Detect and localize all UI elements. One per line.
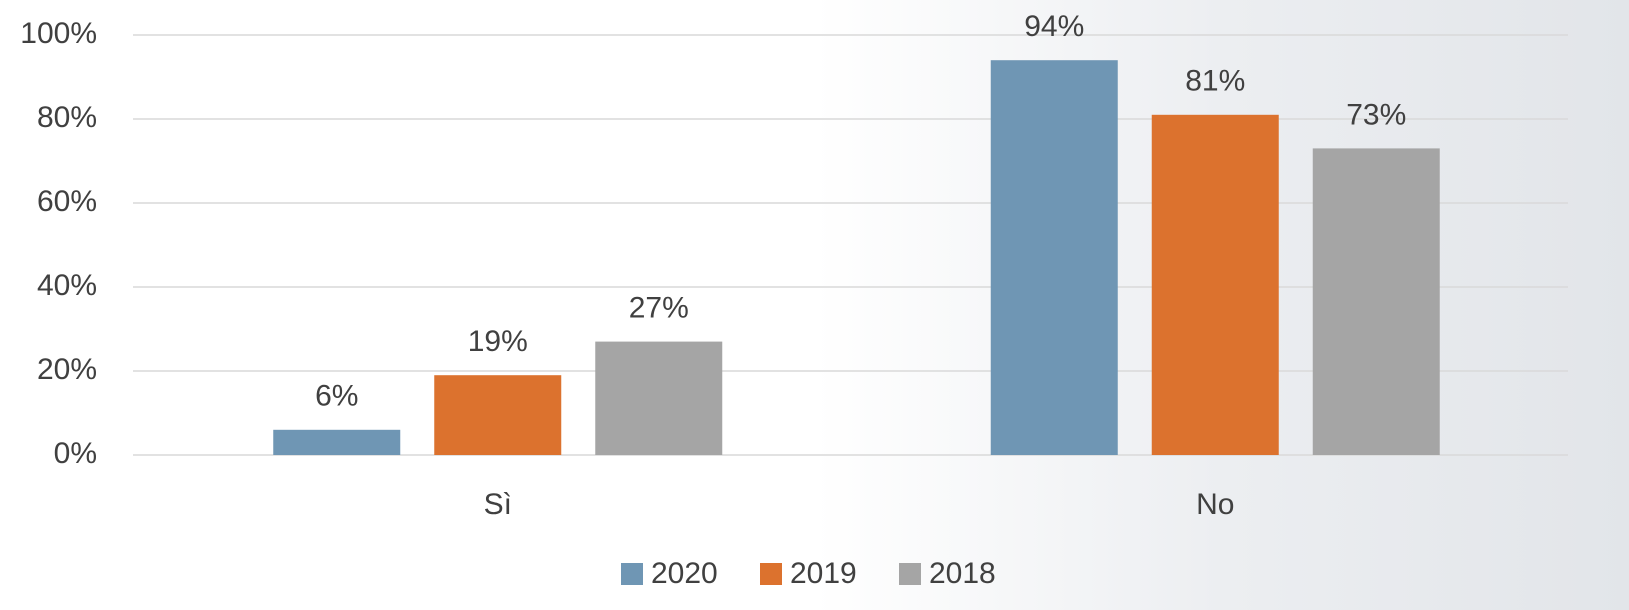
legend-label: 2018 — [929, 557, 996, 590]
legend-swatch — [760, 563, 782, 585]
y-tick-label: 0% — [54, 437, 97, 470]
y-tick-label: 80% — [37, 101, 97, 134]
data-label: 27% — [629, 292, 689, 325]
legend-label: 2019 — [790, 557, 857, 590]
data-label: 73% — [1346, 98, 1406, 131]
bar — [434, 375, 562, 455]
bar — [990, 60, 1118, 455]
legend-swatch — [621, 563, 643, 585]
data-label: 94% — [1024, 10, 1084, 43]
y-tick-label: 100% — [20, 17, 97, 50]
legend-swatch — [899, 563, 921, 585]
data-label: 19% — [468, 325, 528, 358]
bar — [273, 429, 401, 455]
legend-label: 2020 — [651, 557, 718, 590]
x-tick-label: Sì — [484, 488, 512, 521]
bar — [595, 341, 723, 455]
bar — [1312, 148, 1440, 455]
y-tick-label: 40% — [37, 269, 97, 302]
bar — [1151, 114, 1279, 456]
data-label: 81% — [1185, 65, 1245, 98]
data-label: 6% — [315, 380, 358, 413]
y-tick-label: 20% — [37, 353, 97, 386]
x-tick-label: No — [1196, 488, 1234, 521]
y-tick-label: 60% — [37, 185, 97, 218]
